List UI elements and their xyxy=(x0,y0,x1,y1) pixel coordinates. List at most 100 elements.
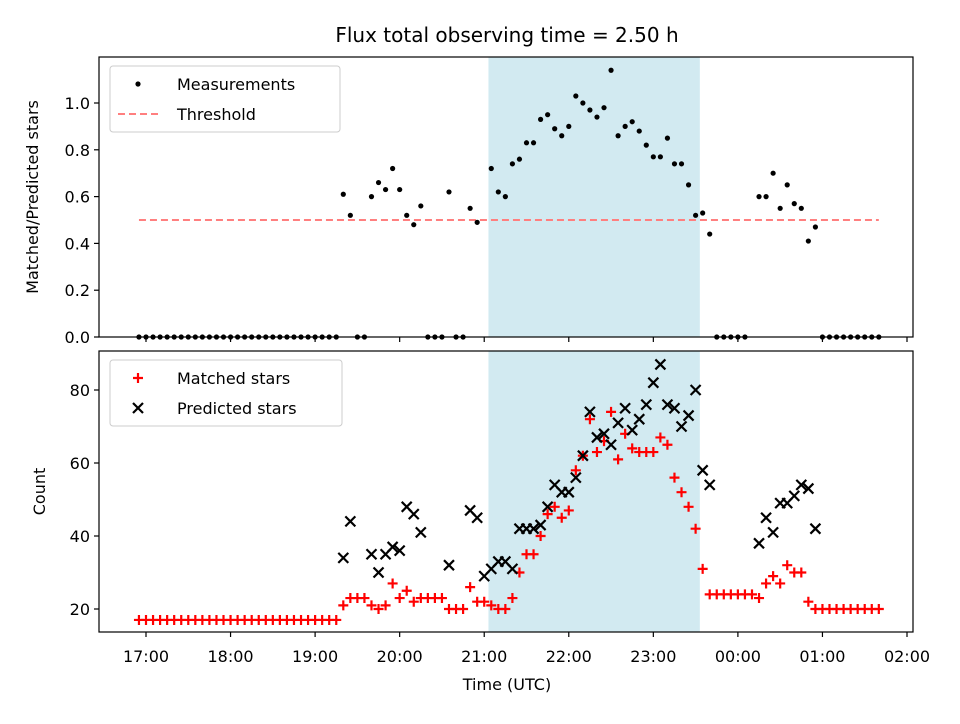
matched-stars-point xyxy=(465,582,476,593)
matched-stars-point xyxy=(782,560,793,571)
predicted-stars-point xyxy=(689,384,702,396)
measurement-point xyxy=(636,128,642,134)
predicted-stars-point xyxy=(598,428,610,440)
matched-stars-point xyxy=(746,589,757,600)
measurement-point xyxy=(516,156,523,162)
predicted-stars-point xyxy=(809,522,822,535)
predicted-stars-point xyxy=(365,548,378,561)
matched-stars-point xyxy=(584,414,595,425)
matched-stars-point xyxy=(401,585,412,596)
predicted-stars-point xyxy=(605,438,617,451)
predicted-stars-point xyxy=(591,431,603,444)
matched-stars-point xyxy=(591,447,602,458)
bottom-y-tick-label: 80 xyxy=(70,381,90,400)
measurement-point xyxy=(791,201,797,207)
legend-plus-marker xyxy=(133,373,143,383)
bottom-axes-frame xyxy=(98,350,914,633)
measurement-point xyxy=(411,222,417,228)
matched-stars-point xyxy=(359,593,370,604)
measurement-point xyxy=(601,105,607,111)
predicted-stars-point xyxy=(344,515,357,528)
matched-stars-point xyxy=(690,523,701,534)
matched-stars-point xyxy=(754,593,765,604)
measurement-point xyxy=(397,186,403,193)
bottom-y-tick-label: 60 xyxy=(70,454,90,473)
matched-stars-point xyxy=(613,454,624,465)
matched-stars-point xyxy=(655,432,666,443)
measurement-point xyxy=(798,205,804,211)
measurement-point xyxy=(678,161,685,167)
measurement-point xyxy=(580,100,586,106)
measurement-point xyxy=(418,203,424,209)
predicted-stars-point xyxy=(760,511,772,524)
x-tick-label: 01:00 xyxy=(799,647,845,666)
measurement-point xyxy=(784,182,790,188)
matched-stars-point xyxy=(436,593,447,604)
predicted-stars-point xyxy=(767,526,779,539)
matched-stars-point xyxy=(549,501,560,512)
x-tick-label: 19:00 xyxy=(292,647,338,666)
top-y-axis-label: Matched/Predicted stars xyxy=(23,100,42,294)
predicted-stars-point xyxy=(415,526,427,539)
measurement-point xyxy=(657,154,663,160)
top-panel: 0.0 0.2 0.4 0.6 0.8 1.0 Matched/Predicted star… xyxy=(23,56,914,347)
predicted-stars-point xyxy=(407,508,420,520)
measurement-point xyxy=(812,224,818,230)
matched-stars-point xyxy=(627,443,638,454)
top-y-tick-label: 1.0 xyxy=(65,94,90,113)
measurement-point xyxy=(509,161,516,167)
predicted-stars-point xyxy=(372,566,385,579)
matched-stars-point xyxy=(669,472,680,483)
measurement-point xyxy=(608,67,614,73)
measurement-point xyxy=(770,170,776,176)
bottom-y-tick-label: 20 xyxy=(70,600,90,619)
measurement-point xyxy=(340,191,346,197)
measurement-point xyxy=(756,194,762,200)
measurement-point xyxy=(488,165,494,172)
predicted-stars-point xyxy=(654,358,667,371)
matched-stars-point xyxy=(528,549,539,560)
predicted-stars-point xyxy=(703,479,716,491)
matched-stars-point xyxy=(338,600,349,611)
matched-stars-point xyxy=(768,571,779,582)
top-shaded-region xyxy=(488,57,700,337)
x-tick-label: 00:00 xyxy=(715,647,761,666)
bottom-y-tick-label: 40 xyxy=(70,527,90,546)
measurement-point xyxy=(587,107,593,113)
x-tick-label: 23:00 xyxy=(630,647,676,666)
predicted-stars-point xyxy=(527,522,540,535)
matched-stars-point xyxy=(873,604,884,614)
matched-stars-point xyxy=(570,465,581,476)
legend-x-marker xyxy=(132,402,144,414)
top-legend: Measurements Threshold xyxy=(109,65,341,133)
matched-stars-point xyxy=(761,578,772,589)
predicted-stars-point xyxy=(647,376,660,389)
measurement-point xyxy=(566,123,572,129)
measurement-point xyxy=(446,189,452,195)
measurement-point xyxy=(664,135,671,141)
predicted-stars-point xyxy=(541,501,554,513)
measurement-point xyxy=(368,194,375,200)
predicted-stars-point xyxy=(682,409,695,422)
x-tick-label: 18:00 xyxy=(208,647,254,666)
bottom-y-axis-label: Count xyxy=(30,468,49,516)
measurement-point xyxy=(467,205,473,211)
bottom-legend: Matched stars Predicted stars xyxy=(109,359,343,427)
predicted-stars-point xyxy=(337,552,350,564)
predicted-stars-point xyxy=(661,398,674,411)
measurement-point xyxy=(552,126,558,132)
matched-stars-point xyxy=(500,604,511,614)
matched-stars-point xyxy=(676,487,687,498)
matched-stars-point xyxy=(803,596,814,607)
x-tick-label: 20:00 xyxy=(377,647,423,666)
measurement-point xyxy=(502,194,508,200)
matched-stars-point xyxy=(697,563,708,574)
measurement-point xyxy=(523,140,530,146)
measurement-point xyxy=(347,212,353,218)
legend-box xyxy=(109,65,341,133)
measurement-point xyxy=(474,219,480,225)
bottom-panel: 20 40 60 80 Count 17:00 18:00 19:00 20:00 21:00 22… xyxy=(30,350,930,666)
measurement-point xyxy=(643,142,649,148)
measurement-point xyxy=(573,93,579,99)
